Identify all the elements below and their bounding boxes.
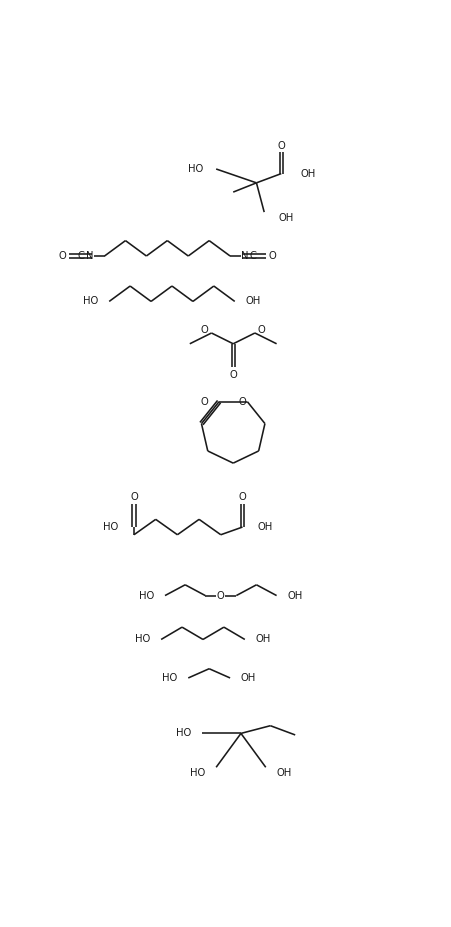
Text: OH: OH	[245, 297, 260, 307]
Text: HO: HO	[162, 673, 177, 683]
Text: O: O	[258, 325, 265, 335]
Text: HO: HO	[189, 768, 205, 779]
Text: HO: HO	[103, 522, 118, 532]
Text: OH: OH	[258, 522, 273, 532]
Text: O: O	[200, 397, 207, 407]
Text: OH: OH	[276, 768, 291, 779]
Text: O: O	[59, 251, 66, 261]
Text: O: O	[200, 325, 208, 335]
Text: OH: OH	[277, 213, 293, 223]
Text: N: N	[240, 251, 248, 261]
Text: C: C	[249, 251, 256, 261]
Text: OH: OH	[287, 590, 302, 601]
Text: HO: HO	[135, 634, 150, 644]
Text: N: N	[86, 251, 93, 261]
Text: O: O	[238, 397, 246, 407]
Text: O: O	[130, 492, 138, 502]
Text: O: O	[277, 141, 285, 151]
Text: OH: OH	[255, 634, 270, 644]
Text: OH: OH	[300, 169, 315, 179]
Text: O: O	[229, 370, 237, 379]
Text: O: O	[238, 492, 246, 502]
Text: HO: HO	[138, 590, 154, 601]
Text: HO: HO	[176, 729, 191, 739]
Text: C: C	[78, 251, 84, 261]
Text: O: O	[216, 590, 224, 601]
Text: OH: OH	[240, 673, 256, 683]
Text: O: O	[267, 251, 275, 261]
Text: HO: HO	[83, 297, 98, 307]
Text: HO: HO	[188, 164, 203, 174]
